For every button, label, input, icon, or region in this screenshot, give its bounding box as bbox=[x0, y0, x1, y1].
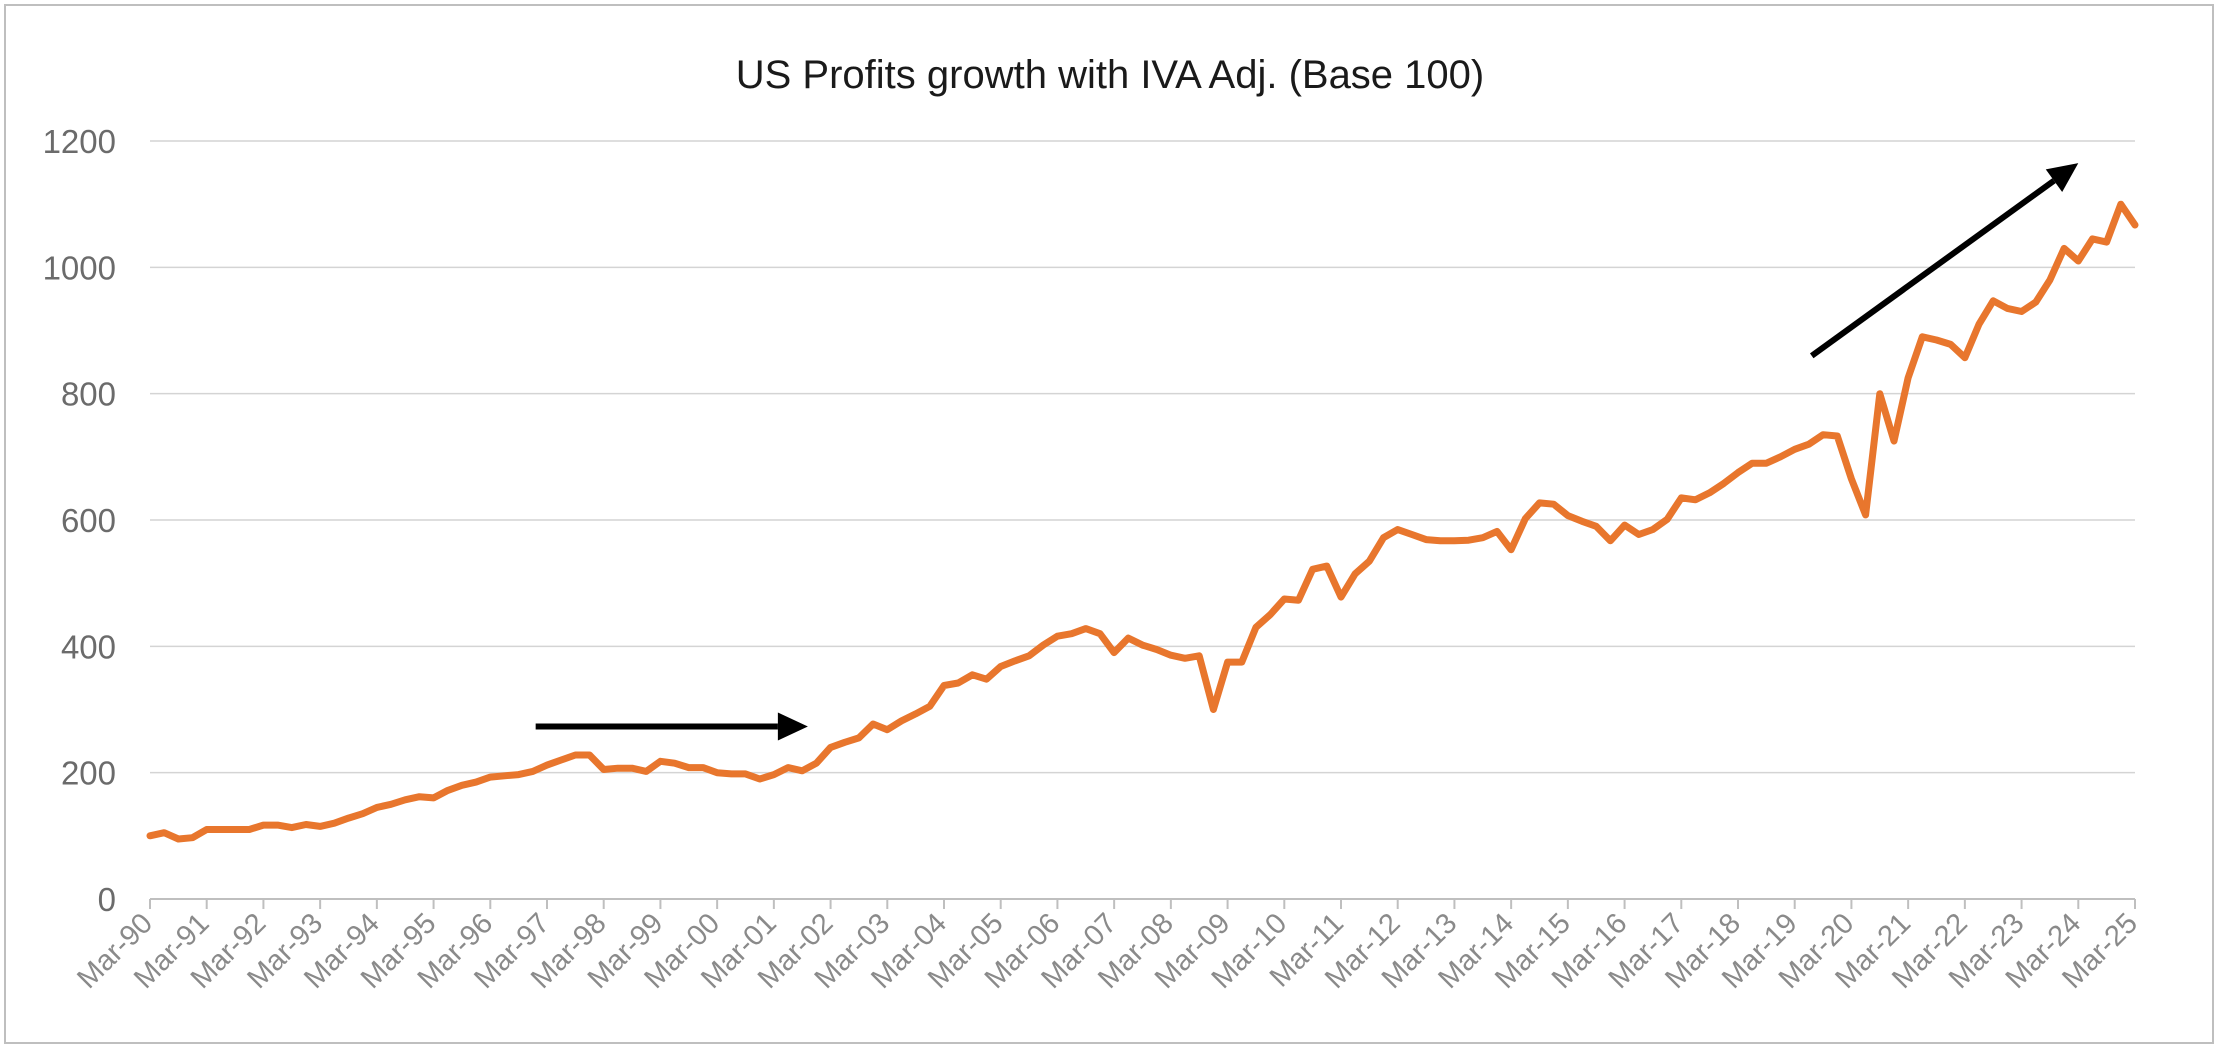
annotation-arrow-1 bbox=[1809, 163, 2079, 359]
y-tick-label: 200 bbox=[61, 755, 116, 792]
y-tick-label: 800 bbox=[61, 376, 116, 413]
chart-frame bbox=[4, 4, 2214, 1044]
chart-title: US Profits growth with IVA Adj. (Base 10… bbox=[736, 53, 1484, 97]
y-tick-label: 1200 bbox=[43, 123, 116, 160]
y-tick-label: 400 bbox=[61, 628, 116, 665]
gridlines bbox=[150, 140, 2135, 774]
y-tick-label: 0 bbox=[98, 881, 116, 918]
annotation-arrow-0 bbox=[535, 712, 808, 741]
x-axis: Mar-90Mar-91Mar-92Mar-93Mar-94Mar-95Mar-… bbox=[71, 898, 2144, 995]
y-tick-label: 600 bbox=[61, 502, 116, 539]
series-line-0 bbox=[146, 200, 2139, 843]
annotations-layer bbox=[535, 163, 2079, 741]
y-tick-label: 1000 bbox=[43, 249, 116, 286]
arrow-head bbox=[2045, 163, 2079, 193]
y-axis-ticks: 0 200 400 600 800 1000 1200 bbox=[43, 123, 116, 918]
arrow-shaft bbox=[1809, 178, 2056, 359]
series-layer bbox=[146, 200, 2139, 843]
arrow-head bbox=[777, 712, 808, 741]
